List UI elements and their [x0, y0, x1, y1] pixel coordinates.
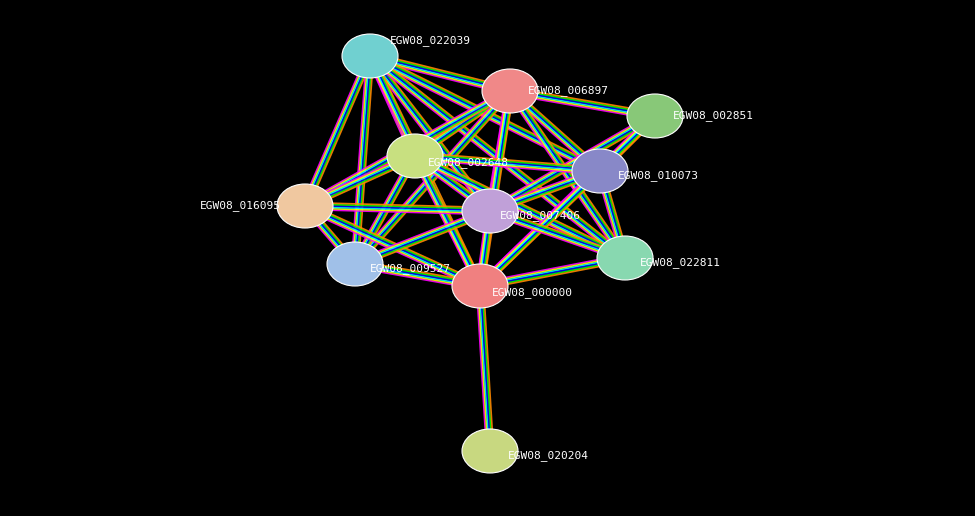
- Text: EGW08_022039: EGW08_022039: [390, 35, 471, 46]
- Ellipse shape: [277, 184, 333, 228]
- Ellipse shape: [342, 34, 398, 78]
- Text: EGW08_007406: EGW08_007406: [500, 210, 581, 221]
- Text: EGW08_009527: EGW08_009527: [370, 263, 451, 274]
- Ellipse shape: [462, 189, 518, 233]
- Ellipse shape: [572, 149, 628, 193]
- Ellipse shape: [327, 242, 383, 286]
- Text: EGW08_010073: EGW08_010073: [618, 170, 699, 181]
- Ellipse shape: [462, 429, 518, 473]
- Text: EGW08_000000: EGW08_000000: [492, 287, 573, 298]
- Text: EGW08_022811: EGW08_022811: [640, 257, 721, 268]
- Ellipse shape: [452, 264, 508, 308]
- Text: EGW08_016095: EGW08_016095: [200, 200, 281, 211]
- Text: EGW08_002851: EGW08_002851: [673, 110, 754, 121]
- Ellipse shape: [597, 236, 653, 280]
- Ellipse shape: [387, 134, 443, 178]
- Ellipse shape: [627, 94, 683, 138]
- Text: EGW08_002648: EGW08_002648: [428, 157, 509, 168]
- Ellipse shape: [482, 69, 538, 113]
- Text: EGW08_020204: EGW08_020204: [508, 450, 589, 461]
- Text: EGW08_006897: EGW08_006897: [528, 85, 609, 96]
